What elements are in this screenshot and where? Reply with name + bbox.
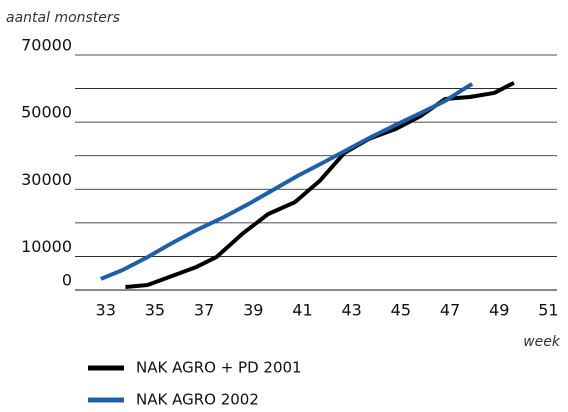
y-tick-label: 10000 [21, 237, 72, 256]
x-tick-label: 47 [440, 301, 460, 320]
x-tick-label: 35 [145, 301, 165, 320]
x-tick-label: 41 [292, 301, 312, 320]
legend-label: NAK AGRO 2002 [136, 391, 259, 409]
x-axis-label: week [523, 334, 561, 350]
x-tick-label: 33 [96, 301, 116, 320]
legend-label: NAK AGRO + PD 2001 [136, 359, 302, 377]
y-tick-label: 70000 [21, 36, 72, 55]
y-tick-label: 50000 [21, 103, 72, 122]
y-tick-label: 30000 [21, 170, 72, 189]
x-tick-label: 37 [194, 301, 214, 320]
x-tick-label: 49 [489, 301, 509, 320]
y-tick-label: 0 [62, 271, 72, 290]
x-tick-label: 51 [538, 301, 558, 320]
x-tick-label: 43 [341, 301, 361, 320]
series-line [125, 81, 515, 289]
x-tick-label: 39 [243, 301, 263, 320]
y-axis-label: aantal monsters [6, 10, 120, 26]
x-tick-label: 45 [391, 301, 411, 320]
series-line [100, 82, 474, 281]
